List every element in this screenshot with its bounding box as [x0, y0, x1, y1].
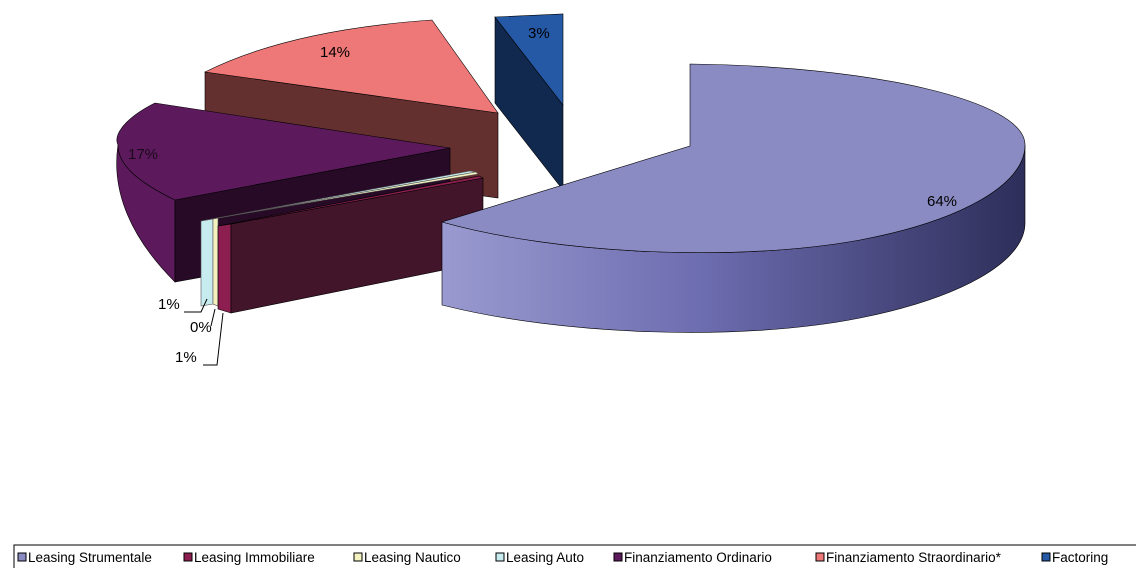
leader-line-leasing-nautico: [210, 308, 216, 327]
slice-straordinario-top: [204, 19, 499, 114]
leader-line-leasing-immobiliare: [203, 312, 224, 366]
legend-swatch: [183, 552, 193, 562]
label-leasing-immobiliare-pct: 1%: [175, 349, 197, 366]
label-leasing-auto-pct: 1%: [158, 296, 180, 313]
slice-straordinario-pct: 14%: [320, 44, 350, 61]
slice-leasing-strumentale-pct: 64%: [927, 193, 957, 210]
slice-leasing-strumentale: 64%: [440, 63, 1026, 333]
legend-item: Leasing Strumentale: [17, 550, 152, 565]
legend-label: Finanziamento Straordinario*: [826, 550, 1002, 565]
legend-swatch: [17, 552, 27, 562]
slice-leasing-auto-side: [200, 218, 214, 307]
legend-label: Factoring: [1052, 550, 1108, 565]
slice-factoring: 3%: [494, 13, 564, 191]
legend-swatch: [1041, 552, 1051, 562]
leader-line-leasing-auto: [184, 298, 208, 313]
legend-item: Factoring: [1041, 550, 1108, 565]
legend-label: Leasing Immobiliare: [194, 550, 315, 565]
legend-item: Leasing Auto: [495, 550, 584, 565]
slice-leasing-auto: [200, 170, 477, 307]
legend-item: Leasing Immobiliare: [183, 550, 315, 565]
legend-swatch: [815, 552, 825, 562]
legend: Leasing Strumentale Leasing Immobiliare Le…: [13, 544, 1136, 568]
legend-item: Finanziamento Straordinario*: [815, 550, 1002, 565]
slice-factoring-top: [494, 13, 564, 106]
legend-swatch: [495, 552, 505, 562]
label-leasing-nautico-pct: 0%: [190, 319, 212, 336]
slice-ordinario-pct: 17%: [128, 146, 158, 163]
legend-item: Leasing Nautico: [353, 550, 461, 565]
legend-label: Leasing Strumentale: [28, 550, 152, 565]
legend-label: Leasing Nautico: [364, 550, 461, 565]
slice-leasing-immobiliare-top: [217, 175, 484, 227]
slice-factoring-pct: 3%: [528, 25, 550, 42]
slice-leasing-nautico-top: [212, 171, 479, 220]
legend-swatch: [613, 552, 623, 562]
slice-leasing-immobiliare: [217, 175, 484, 314]
legend-item: Finanziamento Ordinario: [613, 550, 772, 565]
slice-leasing-nautico-side: [212, 217, 219, 307]
slice-ordinario-top: [116, 102, 451, 201]
legend-label: Leasing Auto: [506, 550, 584, 565]
legend-swatch: [353, 552, 363, 562]
slice-leasing-immobiliare-outer-side: [217, 223, 232, 314]
legend-frame: [13, 544, 1136, 568]
slice-leasing-nautico: [212, 171, 479, 307]
slice-leasing-strumentale-top: [440, 63, 1026, 253]
legend-label: Finanziamento Ordinario: [624, 550, 772, 565]
